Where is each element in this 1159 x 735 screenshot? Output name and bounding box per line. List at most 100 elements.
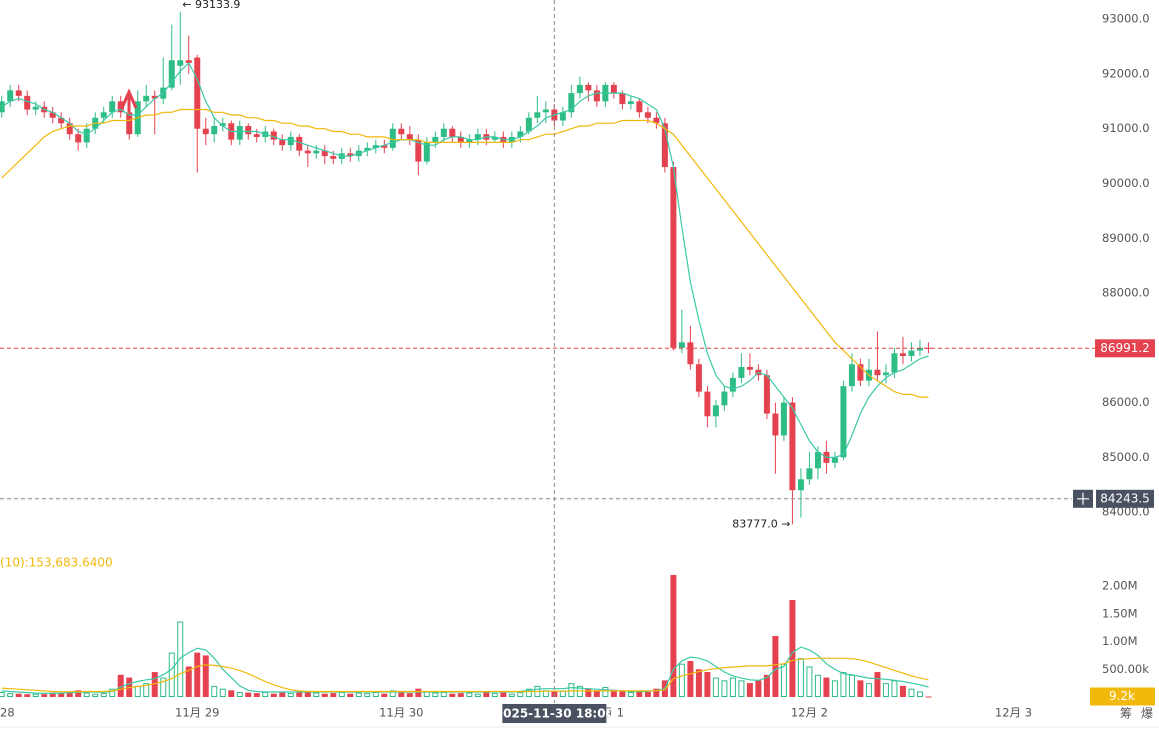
- volume-bar: [517, 692, 524, 697]
- volume-bar: [177, 621, 184, 697]
- candle-body: [704, 391, 711, 417]
- volume-bar: [797, 658, 804, 697]
- volume-ma-line: [1, 657, 929, 693]
- candle-body: [729, 377, 736, 392]
- price-annotation: ← 93133.9: [182, 0, 240, 11]
- candle-body: [126, 112, 133, 135]
- candle-body: [678, 342, 685, 348]
- candle-body: [75, 134, 82, 143]
- volume-bar: [24, 694, 31, 697]
- volume-bar: [100, 693, 107, 697]
- volume-bar: [236, 692, 243, 697]
- candle-body: [695, 364, 702, 392]
- price-ma-line: [1, 62, 929, 458]
- volume-bar: [347, 693, 354, 697]
- candle-body: [449, 128, 456, 137]
- candle-body: [474, 134, 481, 140]
- candle-body: [304, 150, 311, 154]
- volume-bar: [568, 683, 575, 697]
- y-tick-label: 85000.0: [1102, 450, 1150, 464]
- y-tick-label: 88000.0: [1102, 286, 1150, 300]
- volume-bar: [406, 693, 413, 697]
- y-tick-label: 84000.0: [1102, 505, 1150, 519]
- volume-bar: [202, 655, 209, 697]
- toolbar-item[interactable]: 筹: [1120, 707, 1132, 721]
- volume-bar: [432, 692, 439, 697]
- candle-body: [568, 93, 575, 113]
- volume-bar: [704, 672, 711, 697]
- volume-bar: [525, 688, 532, 697]
- candle-body: [644, 112, 651, 118]
- candle-body: [772, 413, 779, 436]
- candle-body: [32, 106, 39, 110]
- candle-body: [721, 391, 728, 406]
- candle-body: [15, 90, 22, 96]
- volume-bar: [151, 672, 158, 697]
- volume-bar: [916, 691, 923, 697]
- current-price-label: 86991.2: [1100, 341, 1150, 355]
- volume-bar: [831, 680, 838, 697]
- candle-body: [763, 375, 770, 414]
- volume-bar: [194, 652, 201, 697]
- volume-bar: [296, 692, 303, 697]
- candle-body: [287, 136, 294, 146]
- volume-bar: [738, 680, 745, 697]
- candle-body: [925, 347, 932, 349]
- volume-bar: [695, 669, 702, 697]
- candle-body: [840, 386, 847, 458]
- volume-bar: [7, 693, 14, 697]
- volume-bar: [882, 683, 889, 697]
- volume-bar: [619, 691, 626, 697]
- candle-body: [559, 112, 566, 121]
- candle-body: [466, 139, 473, 143]
- candle-body: [908, 350, 915, 357]
- volume-bar: [270, 693, 277, 697]
- candle-body: [109, 101, 116, 113]
- candle-body: [83, 128, 90, 143]
- crosshair-time-label: 2025-11-30 18:00: [495, 707, 614, 721]
- volume-bar: [678, 663, 685, 697]
- candle-body: [831, 457, 838, 463]
- volume-bar: [789, 599, 796, 697]
- candle-body: [534, 112, 541, 118]
- volume-bar: [134, 685, 141, 697]
- volume-bar: [840, 672, 847, 697]
- candle-body: [738, 366, 745, 378]
- x-tick-label: 11月 30: [379, 706, 423, 720]
- volume-bar: [245, 692, 252, 697]
- candle-body: [406, 134, 413, 140]
- volume-bar: [500, 692, 507, 697]
- volume-bar: [457, 693, 464, 697]
- toolbar-item[interactable]: 爆: [1141, 707, 1153, 721]
- candle-body: [100, 112, 107, 118]
- crosshair-price-box: [1096, 489, 1154, 508]
- candle-body: [364, 147, 371, 151]
- candle-body: [202, 128, 209, 135]
- y-tick-label: 92000.0: [1102, 66, 1150, 80]
- volume-bar: [729, 677, 736, 697]
- volume-bar: [865, 683, 872, 697]
- candle-body: [874, 369, 881, 376]
- volume-ma-label: (10):153,683.6400: [0, 556, 113, 570]
- volume-bar: [602, 687, 609, 697]
- volume-bar: [763, 674, 770, 697]
- candle-body: [24, 95, 31, 110]
- volume-bar: [304, 691, 311, 697]
- candle-body: [194, 57, 201, 129]
- volume-bar: [398, 692, 405, 697]
- candle-body: [389, 128, 396, 148]
- current-price-box: [1095, 339, 1155, 358]
- volume-bar: [66, 692, 73, 697]
- candle-body: [916, 347, 923, 351]
- volume-bar: [211, 685, 218, 697]
- volume-bar: [755, 680, 762, 697]
- volume-bar: [653, 688, 660, 697]
- candle-body: [117, 101, 124, 113]
- candle-body: [211, 125, 218, 135]
- volume-bar: [228, 690, 235, 697]
- candle-body: [746, 366, 753, 370]
- volume-bar: [321, 693, 328, 697]
- volume-bar: [83, 692, 90, 697]
